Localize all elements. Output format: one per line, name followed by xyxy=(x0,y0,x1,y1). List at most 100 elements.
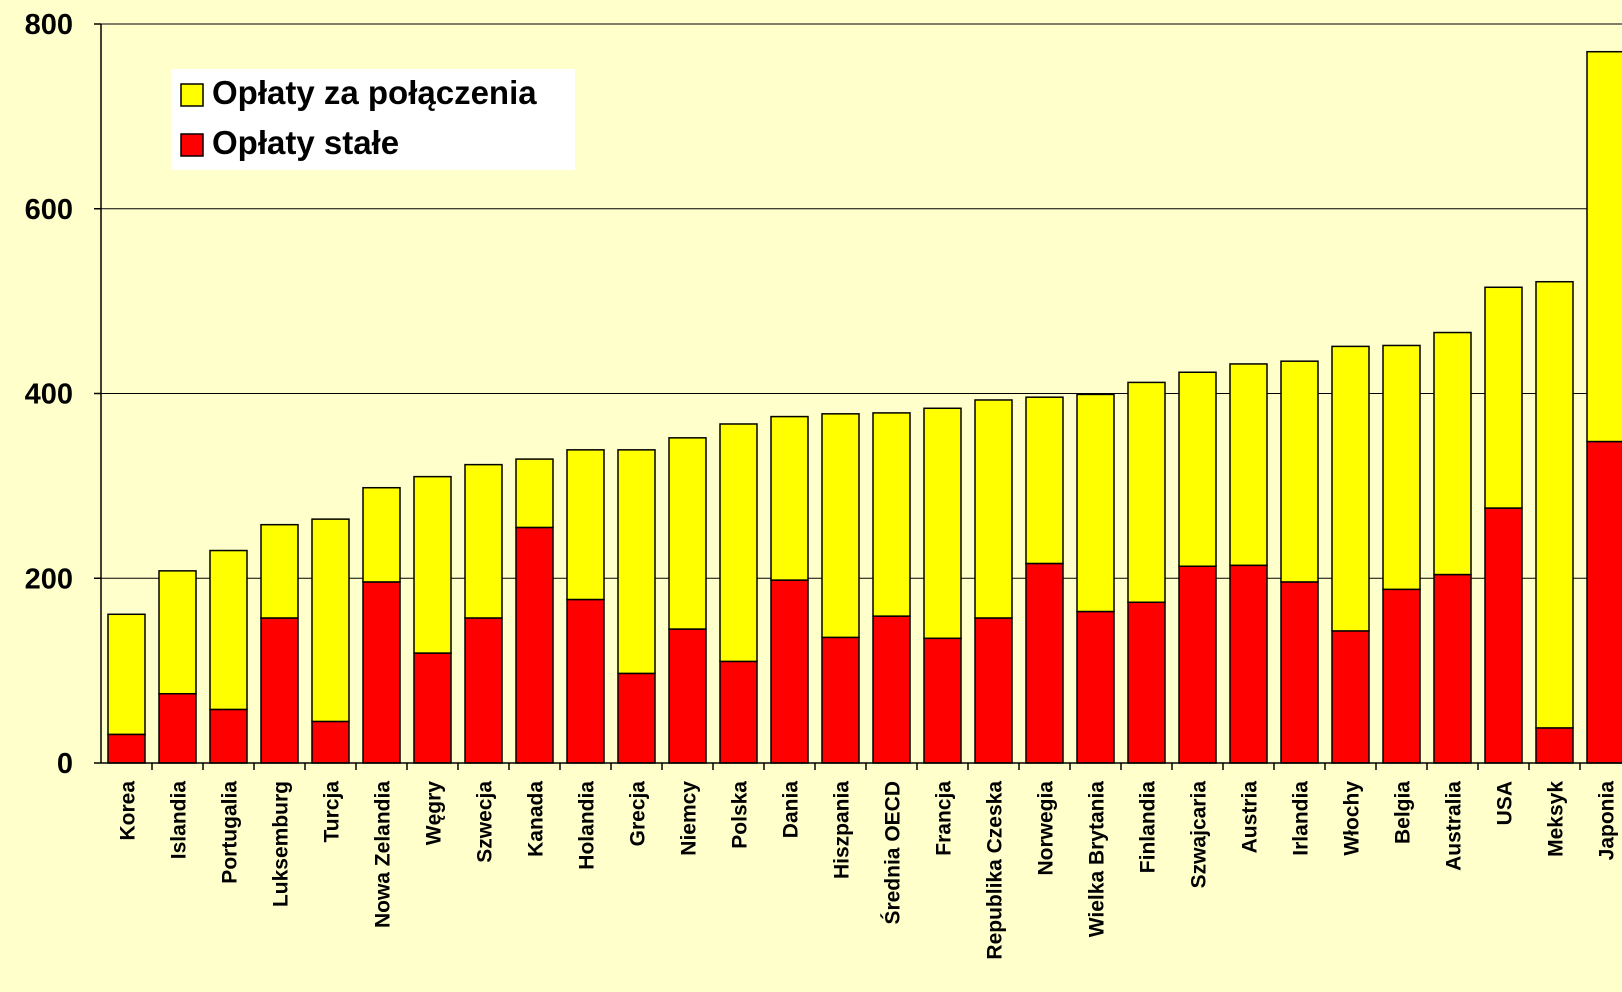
bar-segment xyxy=(260,523,299,619)
x-tick-label: Szwecja xyxy=(474,781,497,863)
bar-segment xyxy=(617,672,656,764)
bar-segment xyxy=(413,475,452,654)
x-tick-label: Polska xyxy=(729,781,752,849)
bar-segment xyxy=(668,628,707,764)
bar-segment xyxy=(107,733,146,764)
x-tick-label: Republika Czeska xyxy=(984,781,1007,960)
y-tick-label: 800 xyxy=(25,9,73,41)
bar-segment xyxy=(1484,286,1523,509)
bar-segment xyxy=(770,415,809,581)
x-tick-label: Luksemburg xyxy=(270,781,293,907)
x-tick-label: Kanada xyxy=(525,781,548,857)
x-tick-label: Włochy xyxy=(1341,781,1364,856)
x-tick-label: Belgia xyxy=(1392,781,1415,844)
bar-segment xyxy=(1229,564,1268,764)
y-tick-label: 600 xyxy=(25,194,73,226)
bar-segment xyxy=(1433,331,1472,576)
x-tick-label: Hiszpania xyxy=(831,781,854,879)
bar-segment xyxy=(362,581,401,764)
bar-segment xyxy=(1229,363,1268,567)
bar-segment xyxy=(1331,630,1370,764)
x-tick-label: Korea xyxy=(117,781,140,841)
bar-segment xyxy=(872,615,911,764)
bar-segment xyxy=(413,652,452,764)
bar-segment xyxy=(158,570,197,695)
bar-segment xyxy=(1535,280,1574,729)
bar-segment xyxy=(1178,565,1217,764)
bar-segment xyxy=(1484,507,1523,764)
x-tick-label: Turcja xyxy=(321,781,344,843)
bar-segment xyxy=(1586,50,1622,443)
x-tick-label: Austria xyxy=(1239,781,1262,854)
bar-segment xyxy=(821,413,860,639)
bar-segment xyxy=(1076,610,1115,764)
bar-segment xyxy=(923,407,962,640)
legend: Opłaty za połączenia Opłaty stałe xyxy=(171,69,575,170)
x-tick-label: Finlandia xyxy=(1137,781,1160,873)
bar-segment xyxy=(770,579,809,764)
x-tick-label: USA xyxy=(1494,781,1517,825)
x-tick-label: Wielka Brytania xyxy=(1086,781,1109,938)
bar-segment xyxy=(1127,601,1166,764)
x-tick-label: Japonia xyxy=(1596,781,1619,861)
bar-segment xyxy=(872,412,911,617)
bar-segment xyxy=(158,692,197,764)
legend-swatch xyxy=(180,133,204,157)
bar-segment xyxy=(974,617,1013,764)
legend-label: Opłaty stałe xyxy=(212,124,399,161)
bar-segment xyxy=(923,637,962,764)
x-tick-label: Islandia xyxy=(168,781,191,860)
bar-segment xyxy=(311,518,350,723)
legend-label: Opłaty za połączenia xyxy=(212,74,537,111)
bar-segment xyxy=(668,437,707,630)
x-tick-label: Australia xyxy=(1443,781,1466,871)
x-tick-label: Średnia OECD xyxy=(881,781,905,925)
bar-segment xyxy=(515,458,554,529)
x-tick-label: Portugalia xyxy=(219,781,242,884)
x-tick-label: Nowa Zelandia xyxy=(372,781,395,928)
x-tick-label: Irlandia xyxy=(1290,781,1313,856)
x-tick-label: Norwegia xyxy=(1035,781,1058,876)
bar-segment xyxy=(260,617,299,764)
bar-segment xyxy=(1535,727,1574,764)
y-tick-label: 0 xyxy=(57,748,73,780)
bar-segment xyxy=(1076,393,1115,613)
x-tick-label: Francja xyxy=(933,781,956,856)
x-tick-label: Niemcy xyxy=(678,781,701,856)
bar-segment xyxy=(311,720,350,764)
bar-segment xyxy=(1280,581,1319,764)
bar-segment xyxy=(1331,345,1370,632)
bar-segment xyxy=(566,598,605,764)
bar-segment xyxy=(1025,562,1064,764)
bar-segment xyxy=(1127,381,1166,604)
y-tick-label: 400 xyxy=(25,379,73,411)
bar-segment xyxy=(719,660,758,764)
bar-segment xyxy=(974,399,1013,619)
bar-segment xyxy=(1382,588,1421,764)
bar-segment xyxy=(1025,396,1064,565)
bar-segment xyxy=(515,526,554,764)
x-tick-label: Grecja xyxy=(627,781,650,847)
bar-segment xyxy=(1433,573,1472,764)
bar-segment xyxy=(1586,440,1622,764)
x-tick-label: Meksyk xyxy=(1545,781,1568,857)
bar-segment xyxy=(209,549,248,711)
bar-segment xyxy=(464,463,503,619)
x-tick-label: Szwajcaria xyxy=(1188,781,1211,889)
x-tick-label: Dania xyxy=(780,781,803,839)
x-tick-label: Węgry xyxy=(423,781,446,846)
bar-segment xyxy=(107,613,146,736)
legend-swatch xyxy=(180,83,204,107)
bar-segment xyxy=(1178,371,1217,567)
bar-segment xyxy=(821,636,860,764)
bar-segment xyxy=(209,708,248,764)
bar-segment xyxy=(617,449,656,675)
legend-box xyxy=(171,69,575,170)
x-tick-label: Holandia xyxy=(576,781,599,870)
bar-segment xyxy=(362,486,401,583)
bar-segment xyxy=(1280,360,1319,583)
bar-segment xyxy=(566,449,605,601)
bar-segment xyxy=(719,423,758,663)
bar-segment xyxy=(1382,344,1421,591)
